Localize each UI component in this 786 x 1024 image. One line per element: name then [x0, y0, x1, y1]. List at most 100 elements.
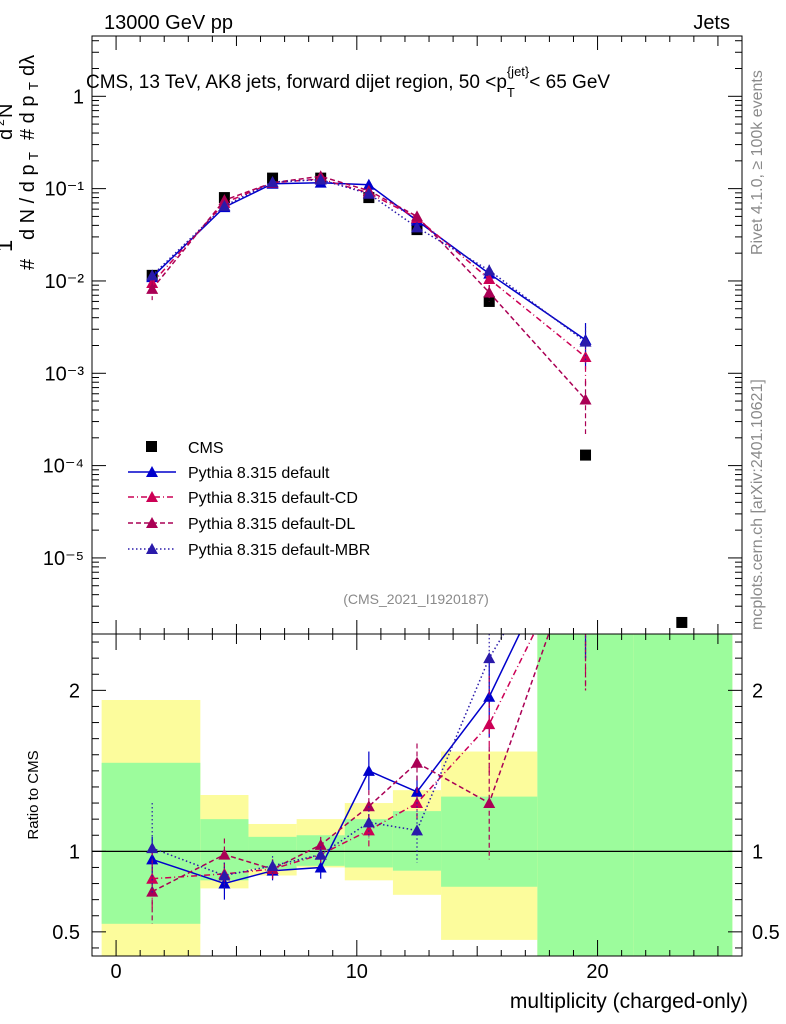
ratio-point-marker [314, 848, 327, 860]
ratio-point-marker [362, 764, 375, 776]
ratio-ytick-label-left: 0.5 [52, 922, 80, 944]
rivet-label-group: Rivet 4.1.0, ≥ 100k events [749, 70, 766, 255]
legend-marker-default [146, 466, 158, 477]
svg-text:1: 1 [0, 240, 17, 252]
main-series-pythia-8-315-default-cd [146, 173, 592, 388]
ratio-ylabel: Ratio to CMS [25, 750, 42, 839]
svg-text:2: 2 [0, 119, 7, 126]
cms-data-point [580, 449, 592, 461]
ratio-point-marker [580, 523, 592, 534]
main-series-pythia-8-315-default [146, 176, 592, 370]
title-sup-jet: {jet} [507, 64, 530, 79]
data-point-marker [579, 393, 592, 405]
ratio-point-marker [362, 824, 375, 836]
category-label: Jets [693, 12, 730, 34]
ratio-line [151, 634, 505, 877]
ratio-plot-frame [91, 633, 743, 957]
data-point-marker [314, 173, 327, 185]
green-band-bin [633, 634, 733, 956]
svg-text:#: # [17, 258, 39, 270]
ratio-line [151, 634, 550, 893]
green-band-bin [537, 634, 634, 956]
ratio-line [151, 634, 521, 885]
title-prefix: CMS, 13 TeV, AK8 jets, forward dijet reg… [86, 72, 507, 93]
legend-label-cms: CMS [188, 440, 224, 457]
svg-text:T: T [26, 152, 41, 160]
ratio-series-pythia-8-315-default-mbr [146, 491, 592, 894]
green-band-bin [101, 762, 201, 924]
ratio-axis-ticks [91, 634, 743, 956]
legend-label-dl: Pythia 8.315 default-DL [188, 516, 355, 533]
ratio-point-marker [411, 824, 423, 836]
main-ytick-label: 1 [73, 86, 84, 108]
ratio-line [152, 634, 535, 880]
xtick-label: 20 [586, 961, 608, 983]
main-axis-ticks [91, 36, 743, 634]
analysis-tag: (CMS_2021_I1920187) [343, 591, 489, 607]
ratio-tick-labels: 0.5 0.51 12 20 10 20 [52, 680, 780, 983]
ratio-point-marker [266, 859, 279, 871]
ratio-point-marker [580, 523, 592, 534]
series-line [151, 178, 586, 343]
chart-title: CMS, 13 TeV, AK8 jets, forward dijet reg… [86, 64, 610, 100]
ratio-point-marker [483, 690, 496, 702]
ratio-ytick-label-right: 0.5 [752, 922, 780, 944]
ratio-point-marker [314, 861, 327, 873]
xtick-label: 0 [111, 961, 122, 983]
ratio-point-marker [580, 491, 592, 502]
main-series-pythia-8-315-default-mbr [146, 173, 592, 366]
legend: CMS Pythia 8.315 default Pythia 8.315 de… [128, 440, 370, 559]
main-ytick-label: 10⁻² [45, 271, 85, 293]
ratio-point-marker [411, 756, 423, 768]
ratio-ytick-label-left: 2 [69, 680, 80, 702]
main-ylabel: # d N / d p 1 T d 2 N # d p T dλ [0, 55, 41, 270]
ratio-point-marker [146, 842, 159, 854]
green-band-bin [392, 811, 442, 871]
data-point-marker [483, 286, 496, 298]
svg-text:T: T [26, 82, 41, 90]
ratio-series-layer [146, 491, 592, 924]
data-point-marker [579, 335, 592, 347]
energy-label: 13000 GeV pp [104, 12, 233, 34]
data-point-marker [362, 187, 375, 199]
ratio-point-marker [580, 491, 592, 502]
green-band-bin [441, 796, 538, 887]
ratio-point-marker [483, 797, 496, 809]
main-series-cms [146, 172, 688, 628]
svg-text:# d p: # d p [17, 96, 39, 140]
legend-marker-cms [146, 441, 157, 452]
data-point-marker [483, 273, 496, 285]
main-ytick-label: 10⁻³ [45, 363, 85, 385]
svg-text:d N / d p: d N / d p [17, 164, 39, 240]
ratio-point-marker [362, 816, 375, 828]
data-point-marker [579, 351, 592, 363]
series-line [151, 175, 587, 401]
data-point-marker [483, 264, 496, 276]
data-point-marker [266, 175, 279, 187]
main-series-layer [146, 170, 688, 628]
legend-marker-cd [146, 491, 158, 502]
xtick-label: 10 [346, 961, 368, 983]
legend-label-mbr: Pythia 8.315 default-MBR [188, 542, 370, 559]
cms-data-point [676, 616, 688, 628]
main-ytick-label: 10⁻⁵ [43, 548, 84, 570]
ratio-point-marker [483, 718, 496, 730]
data-point-marker [411, 210, 423, 222]
site-label: mcplots.cern.ch [arXiv:2401.10621] [749, 379, 766, 630]
x-axis-label: multiplicity (charged-only) [510, 990, 748, 1013]
ratio-ytick-label-left: 1 [69, 841, 80, 863]
title-suffix: < 65 GeV [529, 72, 610, 93]
data-point-marker [411, 221, 423, 233]
ratio-ylabel-group: Ratio to CMS [25, 750, 42, 839]
rivet-label: Rivet 4.1.0, ≥ 100k events [749, 70, 766, 255]
ratio-point-marker [483, 652, 496, 664]
ratio-point-marker [314, 838, 327, 850]
data-point-marker [362, 178, 375, 190]
ratio-point-marker [218, 869, 231, 881]
ratio-point-marker [218, 848, 231, 860]
main-series-pythia-8-315-default-dl [146, 170, 592, 434]
series-line [151, 178, 586, 358]
ratio-ytick-label-right: 1 [752, 841, 763, 863]
series-line [151, 181, 586, 341]
